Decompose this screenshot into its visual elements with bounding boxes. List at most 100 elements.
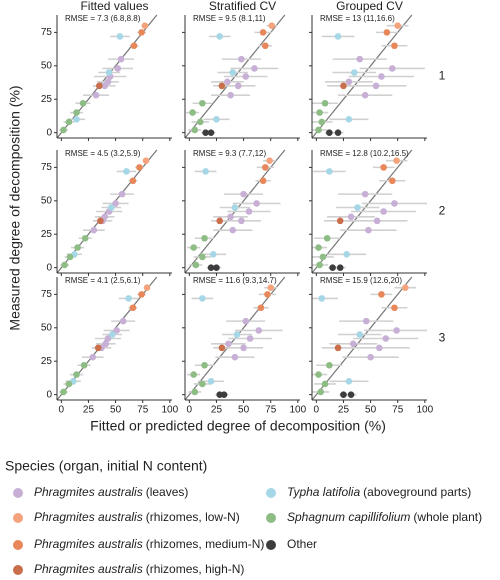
column-header: Stratified CV [209,0,276,13]
y-tick-label: 25 [41,94,53,105]
point [242,73,250,80]
point [102,340,110,348]
legend-detail: (rhizomes, medium-N) [146,537,265,551]
legend-marker [266,540,276,550]
legend-species: Phragmites australis [34,562,143,576]
point [101,213,109,221]
panel: RMSE = 13 (11,16.6) [309,14,427,141]
legend-species: Other [287,537,317,551]
legend-title: Species (organ, initial N content) [5,458,207,474]
y-tick-label: 0 [46,127,52,138]
point [378,291,385,298]
point [94,344,102,352]
annotation: RMSE = 4.5 (3.2,5.9) [65,149,141,158]
legend-label: Phragmites australis (rhizomes, low-N) [34,510,240,524]
point [65,118,73,126]
y-tick-label: 50 [41,195,53,206]
point [141,22,149,29]
legend-detail: (aboveground parts) [363,485,471,499]
error-bars [312,24,425,134]
x-tick-label: 75 [392,405,404,416]
point [402,284,409,291]
legend-label: Sphagnum capillifolium (whole plant) [287,510,482,524]
x-tick-label: 0 [187,405,193,416]
point [340,391,347,398]
x-tick-label: 0 [59,405,65,416]
row-label: 1 [439,69,446,83]
point [202,129,209,136]
y-axis-label: Measured degree of decomposition (%) [7,85,23,330]
point [326,168,333,175]
point [315,244,322,251]
point [240,190,247,198]
point [267,284,275,291]
point [264,291,271,298]
point [261,164,269,171]
legend-marker [13,540,23,550]
point [326,129,333,136]
point [89,353,97,361]
point [119,317,127,325]
point [321,380,329,388]
panel: RMSE = 12.8 (10.2,16.5) [309,149,427,276]
point [130,42,138,50]
point [218,82,226,90]
x-tick-label: 25 [211,405,223,416]
point [329,264,336,271]
point [61,261,68,269]
point [104,335,112,342]
point [136,164,143,171]
point [373,217,381,225]
legend-label: Phragmites australis (rhizomes, high-N) [34,562,244,576]
point [138,29,145,36]
point [388,65,396,72]
legend-detail: (rhizomes, high-N) [146,562,245,576]
point [259,29,267,36]
point [375,344,383,352]
point [191,126,199,134]
point [129,177,137,185]
point [129,304,137,312]
point [216,217,224,225]
point [319,253,327,261]
point [213,264,220,271]
point [107,204,115,211]
point [225,340,232,348]
legend-detail: (leaves) [146,485,189,499]
point [73,371,80,378]
panel: 0 25 50 75 100 RMSE = 15.9 (12.6,20) [309,276,434,416]
point [336,264,344,271]
legend-marker [266,513,276,523]
point [383,29,391,36]
point [192,261,200,269]
point [220,391,228,398]
legend-species: Typha latifolia [287,485,360,499]
point [123,168,130,175]
point [356,55,364,63]
point [266,157,273,164]
point [112,200,119,207]
error-bars [187,159,281,269]
point [316,109,323,116]
legend-detail: (rhizomes, low-N) [146,510,240,524]
x-tick-label: 100 [289,405,306,416]
y-tick-label: 50 [41,322,53,333]
point [104,78,112,86]
point [213,115,220,123]
x-tick-label: 0 [314,405,320,416]
point [391,304,398,312]
point [326,361,333,369]
point [251,65,258,72]
point [196,118,204,126]
error-bars [187,286,283,396]
annotation: RMSE = 9.3 (7.7,12) [193,149,266,158]
point [224,78,231,86]
point [227,91,234,99]
error-bars [59,286,151,393]
point [209,250,217,258]
point [138,291,145,298]
point [207,377,215,385]
point [391,200,398,207]
point [323,234,331,242]
